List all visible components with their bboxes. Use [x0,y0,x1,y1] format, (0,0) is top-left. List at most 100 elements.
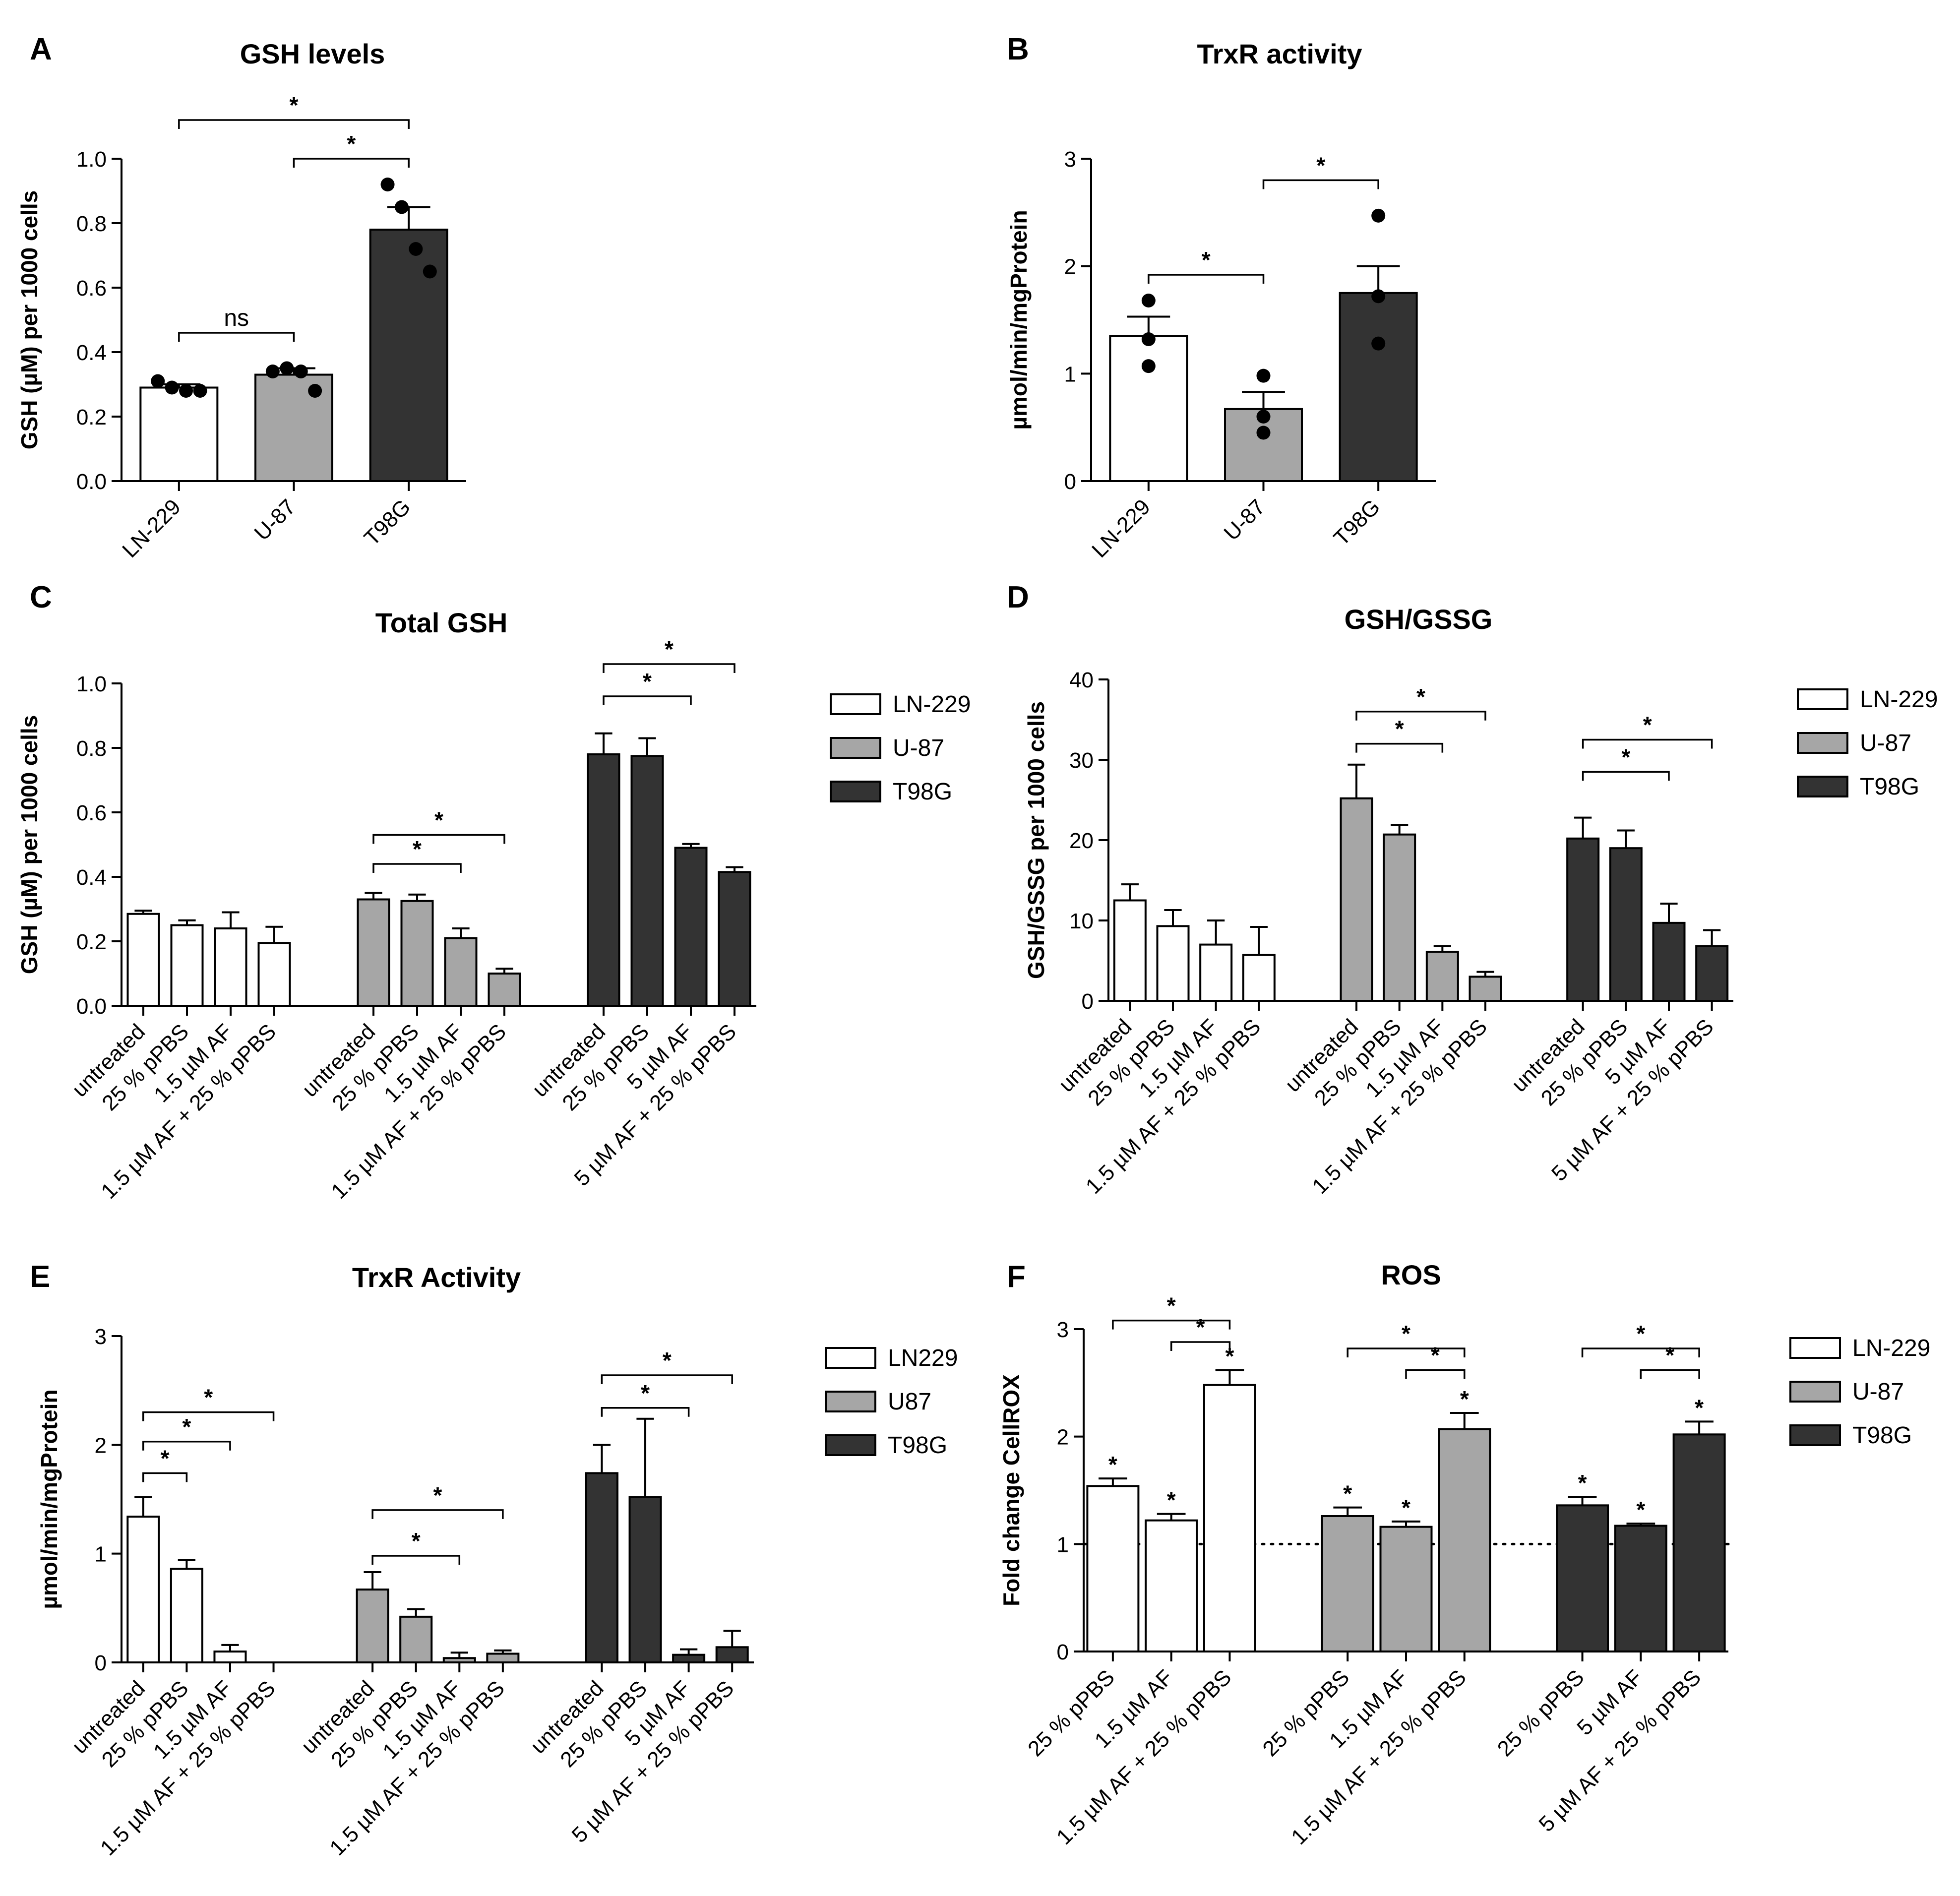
chart-title: TrxR Activity [352,1262,521,1293]
significance-star: * [1225,1343,1234,1369]
significance-bracket [371,1555,461,1565]
significance-label: ns [224,305,249,331]
legend-swatch [830,693,881,715]
significance-label: * [413,836,422,862]
y-tick-label: 1.0 [76,672,107,696]
bar [257,942,291,1007]
data-point [394,200,409,214]
data-point [1371,289,1386,304]
data-point [179,384,193,398]
legend: LN-229 U-87 T98G [1797,686,1938,800]
y-axis-label: GSH (µM) per 1000 cells [16,190,42,450]
legend-label: LN-229 [893,691,971,718]
y-tick-label: 30 [1069,748,1094,773]
y-tick-label: 0.0 [76,470,107,494]
y-tick-label: 20 [1069,829,1094,853]
significance-bracket [1170,1341,1231,1351]
bar [1109,335,1188,482]
significance-label: * [663,1347,672,1373]
legend-label: T98G [1852,1422,1912,1449]
y-tick-label: 3 [1064,147,1076,172]
significance-bracket [601,1407,690,1417]
panel-b: B TrxR activity 0 1 2 3 µmol/min/mgProtein LN-2… [1006,32,1436,562]
bar [585,1472,618,1664]
bar [1113,899,1147,1002]
bar [1145,1519,1198,1653]
y-tick-label: 2 [1057,1425,1069,1450]
significance-bracket [371,1509,504,1519]
bar [1425,951,1459,1002]
significance-bracket [1355,711,1486,721]
y-tick-label: 10 [1069,909,1094,933]
legend: LN229 U87 T98G [825,1345,958,1459]
significance-star: * [1460,1386,1469,1412]
y-tick-label: 0.8 [76,212,107,236]
significance-bracket [1405,1369,1466,1379]
x-tick-label: LN-229 [1087,494,1155,562]
legend-label: U87 [888,1389,931,1415]
data-point [1371,208,1386,223]
y-tick-label: 0.2 [76,930,107,954]
legend-label: U-87 [1852,1379,1904,1405]
legend-label: LN-229 [1852,1335,1930,1361]
data-point [423,264,437,279]
panel-letter: A [30,32,52,66]
bar [1242,954,1276,1002]
y-tick-label: 0.6 [76,801,107,825]
significance-label: * [1621,744,1630,770]
significance-bracket [603,663,735,673]
legend: LN-229 U-87 T98G [830,691,971,805]
significance-bracket [1640,1369,1700,1379]
data-point [165,380,179,395]
x-tick-label: U-87 [249,494,300,545]
bar [1652,921,1686,1002]
legend-swatch [830,781,881,802]
significance-bracket [142,1441,231,1451]
data-point [1256,368,1271,383]
data-point [294,365,308,378]
significance-label: * [1202,247,1211,273]
significance-star: * [1578,1470,1587,1496]
significance-label: * [665,636,674,662]
y-axis-label: GSH (µM) per 1000 cells [16,715,42,975]
panel-letter: E [30,1260,50,1294]
legend-swatch [830,737,881,759]
significance-label: * [204,1385,213,1410]
significance-label: * [643,669,652,694]
bar [488,973,521,1007]
legend-swatch [825,1347,876,1369]
x-tick-label: T98G [360,494,415,550]
y-tick-label: 1 [95,1542,107,1567]
significance-label: * [161,1445,170,1471]
y-tick-label: 0.2 [76,405,107,429]
significance-label: * [434,807,443,833]
significance-label: * [290,92,299,118]
x-tick-label: T98G [1329,494,1385,550]
y-tick-label: 0.6 [76,276,107,301]
bar [486,1652,520,1664]
significance-bracket [601,1374,733,1384]
significance-star: * [1636,1497,1645,1523]
data-point [1256,410,1271,424]
panel-c: C Total GSH 0.0 0.2 0.4 0.6 0.8 1.0 GSH (µM) per… [16,580,971,1204]
bar [674,847,708,1007]
panel-e: E TrxR Activity0123µmol/min/mgProteinuntr… [30,1260,958,1860]
bar [357,898,390,1007]
legend-swatch [1789,1381,1841,1403]
bar [1379,1526,1433,1653]
significance-bracket [372,834,505,844]
data-point [1141,294,1156,307]
data-point [1141,359,1156,373]
legend-label: T98G [893,779,952,805]
bar [214,927,247,1007]
significance-label: * [1431,1342,1440,1368]
significance-bracket [1112,1319,1231,1330]
data-point [308,384,322,398]
significance-label: * [641,1380,650,1406]
data-point [193,384,207,398]
legend-swatch [1789,1337,1841,1359]
y-axis-label: µmol/min/mgProtein [1006,210,1032,429]
significance-label: * [347,131,356,157]
